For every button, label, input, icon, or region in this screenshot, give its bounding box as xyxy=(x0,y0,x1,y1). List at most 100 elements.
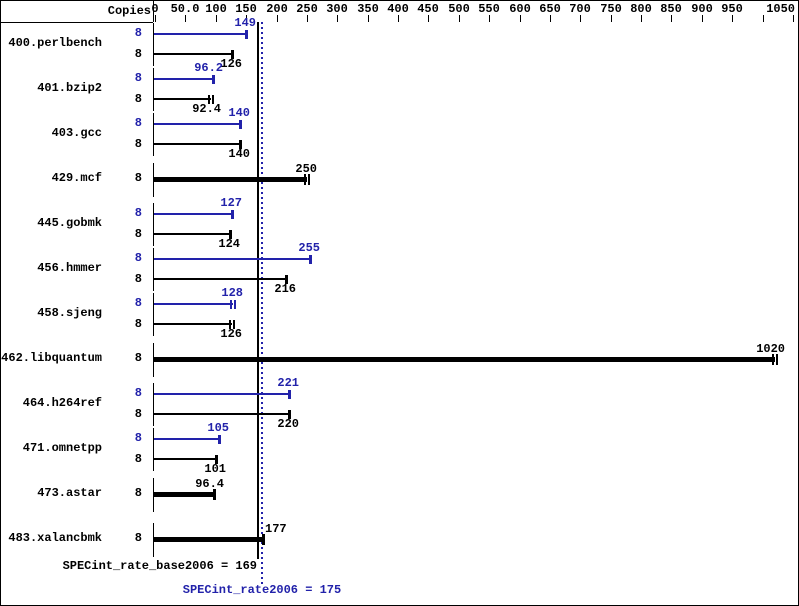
axis-tick-label: 550 xyxy=(478,2,500,16)
bar-value-label: 216 xyxy=(274,282,296,296)
bar-value-label: 124 xyxy=(218,237,240,251)
axis-tick-mark xyxy=(185,15,186,22)
bar-value-label: 221 xyxy=(277,376,299,390)
bar-line xyxy=(154,458,216,460)
axis-tick-mark xyxy=(520,15,521,22)
bar-value-label: 255 xyxy=(298,241,320,255)
copies-value: 8 xyxy=(134,407,142,421)
copies-value: 8 xyxy=(134,227,142,241)
bar-value-label: 96.4 xyxy=(195,477,224,491)
bar-value-label: 140 xyxy=(228,106,250,120)
bar-value-label: 126 xyxy=(220,327,242,341)
benchmark-label: 400.perlbench xyxy=(8,36,102,50)
bar-value-label: 92.4 xyxy=(192,102,221,116)
bar-end-cap xyxy=(218,435,221,444)
axis-tick-mark xyxy=(732,15,733,22)
axis-tick-label: 200 xyxy=(266,2,288,16)
axis-tick-mark xyxy=(155,15,156,22)
header-underline xyxy=(1,22,153,23)
bar-line xyxy=(154,213,232,215)
group-axis-segment xyxy=(153,428,154,471)
header-divider xyxy=(153,1,154,22)
group-axis-segment xyxy=(153,113,154,156)
summary-base-label: SPECint_rate_base2006 = 169 xyxy=(62,559,257,573)
axis-tick-label: 1050 xyxy=(766,2,795,16)
bar-end-cap xyxy=(772,354,774,365)
bar-line xyxy=(154,492,214,497)
group-axis-segment xyxy=(153,383,154,426)
bar-value-label: 149 xyxy=(234,16,256,30)
copies-value: 8 xyxy=(134,531,142,545)
bar-end-cap xyxy=(233,320,235,329)
bar-line xyxy=(154,278,286,280)
copies-header: Copies xyxy=(107,4,151,18)
axis-tick-mark xyxy=(611,15,612,22)
copies-value: 8 xyxy=(134,206,142,220)
axis-tick-mark xyxy=(337,15,338,22)
axis-tick-mark xyxy=(307,15,308,22)
axis-tick-mark xyxy=(428,15,429,22)
copies-value: 8 xyxy=(134,386,142,400)
bar-end-cap xyxy=(262,534,265,545)
bar-line xyxy=(154,303,233,305)
benchmark-label: 464.h264ref xyxy=(22,396,102,410)
bar-line xyxy=(154,393,289,395)
benchmark-label: 458.sjeng xyxy=(37,306,102,320)
benchmark-label: 403.gcc xyxy=(51,126,102,140)
group-axis-segment xyxy=(153,23,154,66)
bar-line xyxy=(154,98,211,100)
axis-tick-label: 450 xyxy=(417,2,439,16)
copies-value: 8 xyxy=(134,171,142,185)
bar-line xyxy=(154,143,240,145)
axis-tick-label: 800 xyxy=(630,2,652,16)
copies-value: 8 xyxy=(134,116,142,130)
axis-tick-label: 50.0 xyxy=(170,2,200,16)
bar-value-label: 101 xyxy=(204,462,226,476)
axis-tick-mark xyxy=(793,15,794,22)
bar-end-cap xyxy=(239,140,242,149)
bar-end-cap xyxy=(234,300,236,309)
axis-tick-label: 900 xyxy=(691,2,713,16)
axis-tick-mark xyxy=(246,15,247,22)
axis-tick-label: 350 xyxy=(357,2,379,16)
bar-end-cap xyxy=(231,50,234,59)
bar-value-label: 140 xyxy=(228,147,250,161)
bar-end-cap xyxy=(776,354,778,365)
reference-line-peak xyxy=(261,22,263,585)
bar-value-label: 96.2 xyxy=(194,61,223,75)
axis-tick-label: 300 xyxy=(326,2,348,16)
bar-line xyxy=(154,357,775,362)
bar-end-cap xyxy=(308,174,310,185)
group-axis-segment xyxy=(153,68,154,111)
axis-tick-label: 600 xyxy=(509,2,531,16)
bar-value-label: 105 xyxy=(207,421,229,435)
bar-end-cap xyxy=(288,390,291,399)
axis-tick-mark xyxy=(459,15,460,22)
benchmark-label: 456.hmmer xyxy=(37,261,102,275)
bar-end-cap xyxy=(215,455,218,464)
axis-tick-mark xyxy=(641,15,642,22)
bar-end-cap xyxy=(208,95,210,104)
bar-line xyxy=(154,78,213,80)
axis-tick-mark xyxy=(277,15,278,22)
copies-value: 8 xyxy=(134,251,142,265)
axis-tick-mark xyxy=(398,15,399,22)
bar-line xyxy=(154,413,289,415)
copies-value: 8 xyxy=(134,431,142,445)
copies-value: 8 xyxy=(134,26,142,40)
bar-line xyxy=(154,53,232,55)
group-axis-segment xyxy=(153,523,154,557)
axis-tick-label: 700 xyxy=(569,2,591,16)
copies-value: 8 xyxy=(134,47,142,61)
bar-end-cap xyxy=(212,75,215,84)
group-axis-segment xyxy=(153,248,154,291)
bar-end-cap xyxy=(213,489,216,500)
bar-end-cap xyxy=(229,320,231,329)
benchmark-label: 473.astar xyxy=(37,486,102,500)
bar-value-label: 1020 xyxy=(756,342,785,356)
axis-tick-label: 0 xyxy=(151,2,159,16)
copies-value: 8 xyxy=(134,317,142,331)
bar-line xyxy=(154,537,263,542)
